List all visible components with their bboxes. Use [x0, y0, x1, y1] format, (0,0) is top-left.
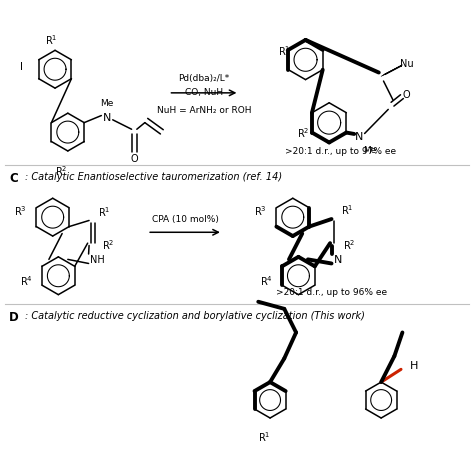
Text: >20:1 d.r., up to 97% ee: >20:1 d.r., up to 97% ee	[285, 147, 397, 156]
Text: Me: Me	[100, 99, 114, 108]
Text: R$^1$: R$^1$	[45, 33, 57, 47]
Text: : Catalytic reductive cyclization and borylative cyclization (This work): : Catalytic reductive cyclization and bo…	[25, 311, 365, 321]
Text: Me: Me	[363, 146, 376, 155]
Text: H: H	[410, 361, 418, 371]
Text: N: N	[333, 255, 342, 264]
Text: R$^2$: R$^2$	[297, 126, 310, 140]
Text: NH: NH	[91, 255, 105, 264]
Text: R$^4$: R$^4$	[20, 274, 33, 288]
Text: CO, NuH: CO, NuH	[185, 88, 223, 97]
Text: R$^2$: R$^2$	[102, 238, 114, 253]
Text: >20:1 d.r., up to 96% ee: >20:1 d.r., up to 96% ee	[276, 288, 387, 297]
Text: D: D	[9, 311, 19, 324]
Text: R$^1$: R$^1$	[341, 204, 353, 218]
Text: R$^2$: R$^2$	[343, 238, 355, 253]
Text: C: C	[9, 172, 18, 185]
Text: Nu: Nu	[401, 60, 414, 70]
Text: R$^4$: R$^4$	[260, 274, 273, 288]
Text: R$^1$: R$^1$	[258, 430, 271, 444]
Text: R$^2$: R$^2$	[55, 164, 67, 178]
Text: : Catalytic Enantioselective tauromerization (ref. 14): : Catalytic Enantioselective tauromeriza…	[25, 172, 283, 182]
Text: Pd(dba)₂/L*: Pd(dba)₂/L*	[178, 74, 229, 83]
Text: NuH = ArNH₂ or ROH: NuH = ArNH₂ or ROH	[157, 106, 251, 115]
Text: N: N	[103, 113, 111, 123]
Text: R$^3$: R$^3$	[14, 205, 27, 219]
Text: O: O	[131, 154, 138, 164]
Text: I: I	[20, 62, 23, 72]
Text: R$^3$: R$^3$	[255, 205, 267, 219]
Text: R$^1$: R$^1$	[99, 205, 111, 219]
Text: N: N	[355, 132, 363, 142]
Text: R$^1$: R$^1$	[278, 45, 291, 58]
Text: O: O	[402, 90, 410, 100]
Text: CPA (10 mol%): CPA (10 mol%)	[152, 215, 219, 224]
